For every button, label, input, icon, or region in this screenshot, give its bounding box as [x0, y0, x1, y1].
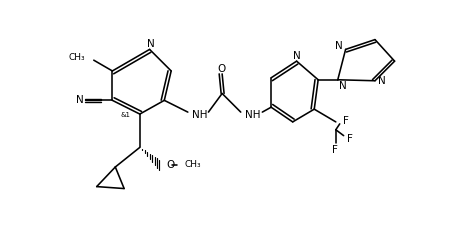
Text: CH₃: CH₃: [68, 53, 85, 62]
Text: NH: NH: [245, 110, 260, 120]
Text: F: F: [332, 145, 338, 155]
Text: F: F: [346, 133, 352, 144]
Text: N: N: [76, 95, 84, 105]
Text: N: N: [335, 41, 343, 51]
Text: CH₃: CH₃: [185, 160, 202, 168]
Text: N: N: [339, 81, 346, 91]
Text: N: N: [147, 39, 154, 50]
Text: &1: &1: [120, 112, 130, 118]
Text: O: O: [166, 160, 175, 170]
Text: N: N: [378, 76, 386, 86]
Text: F: F: [343, 116, 349, 126]
Text: N: N: [293, 51, 301, 61]
Text: O: O: [217, 64, 225, 74]
Text: NH: NH: [192, 110, 207, 120]
